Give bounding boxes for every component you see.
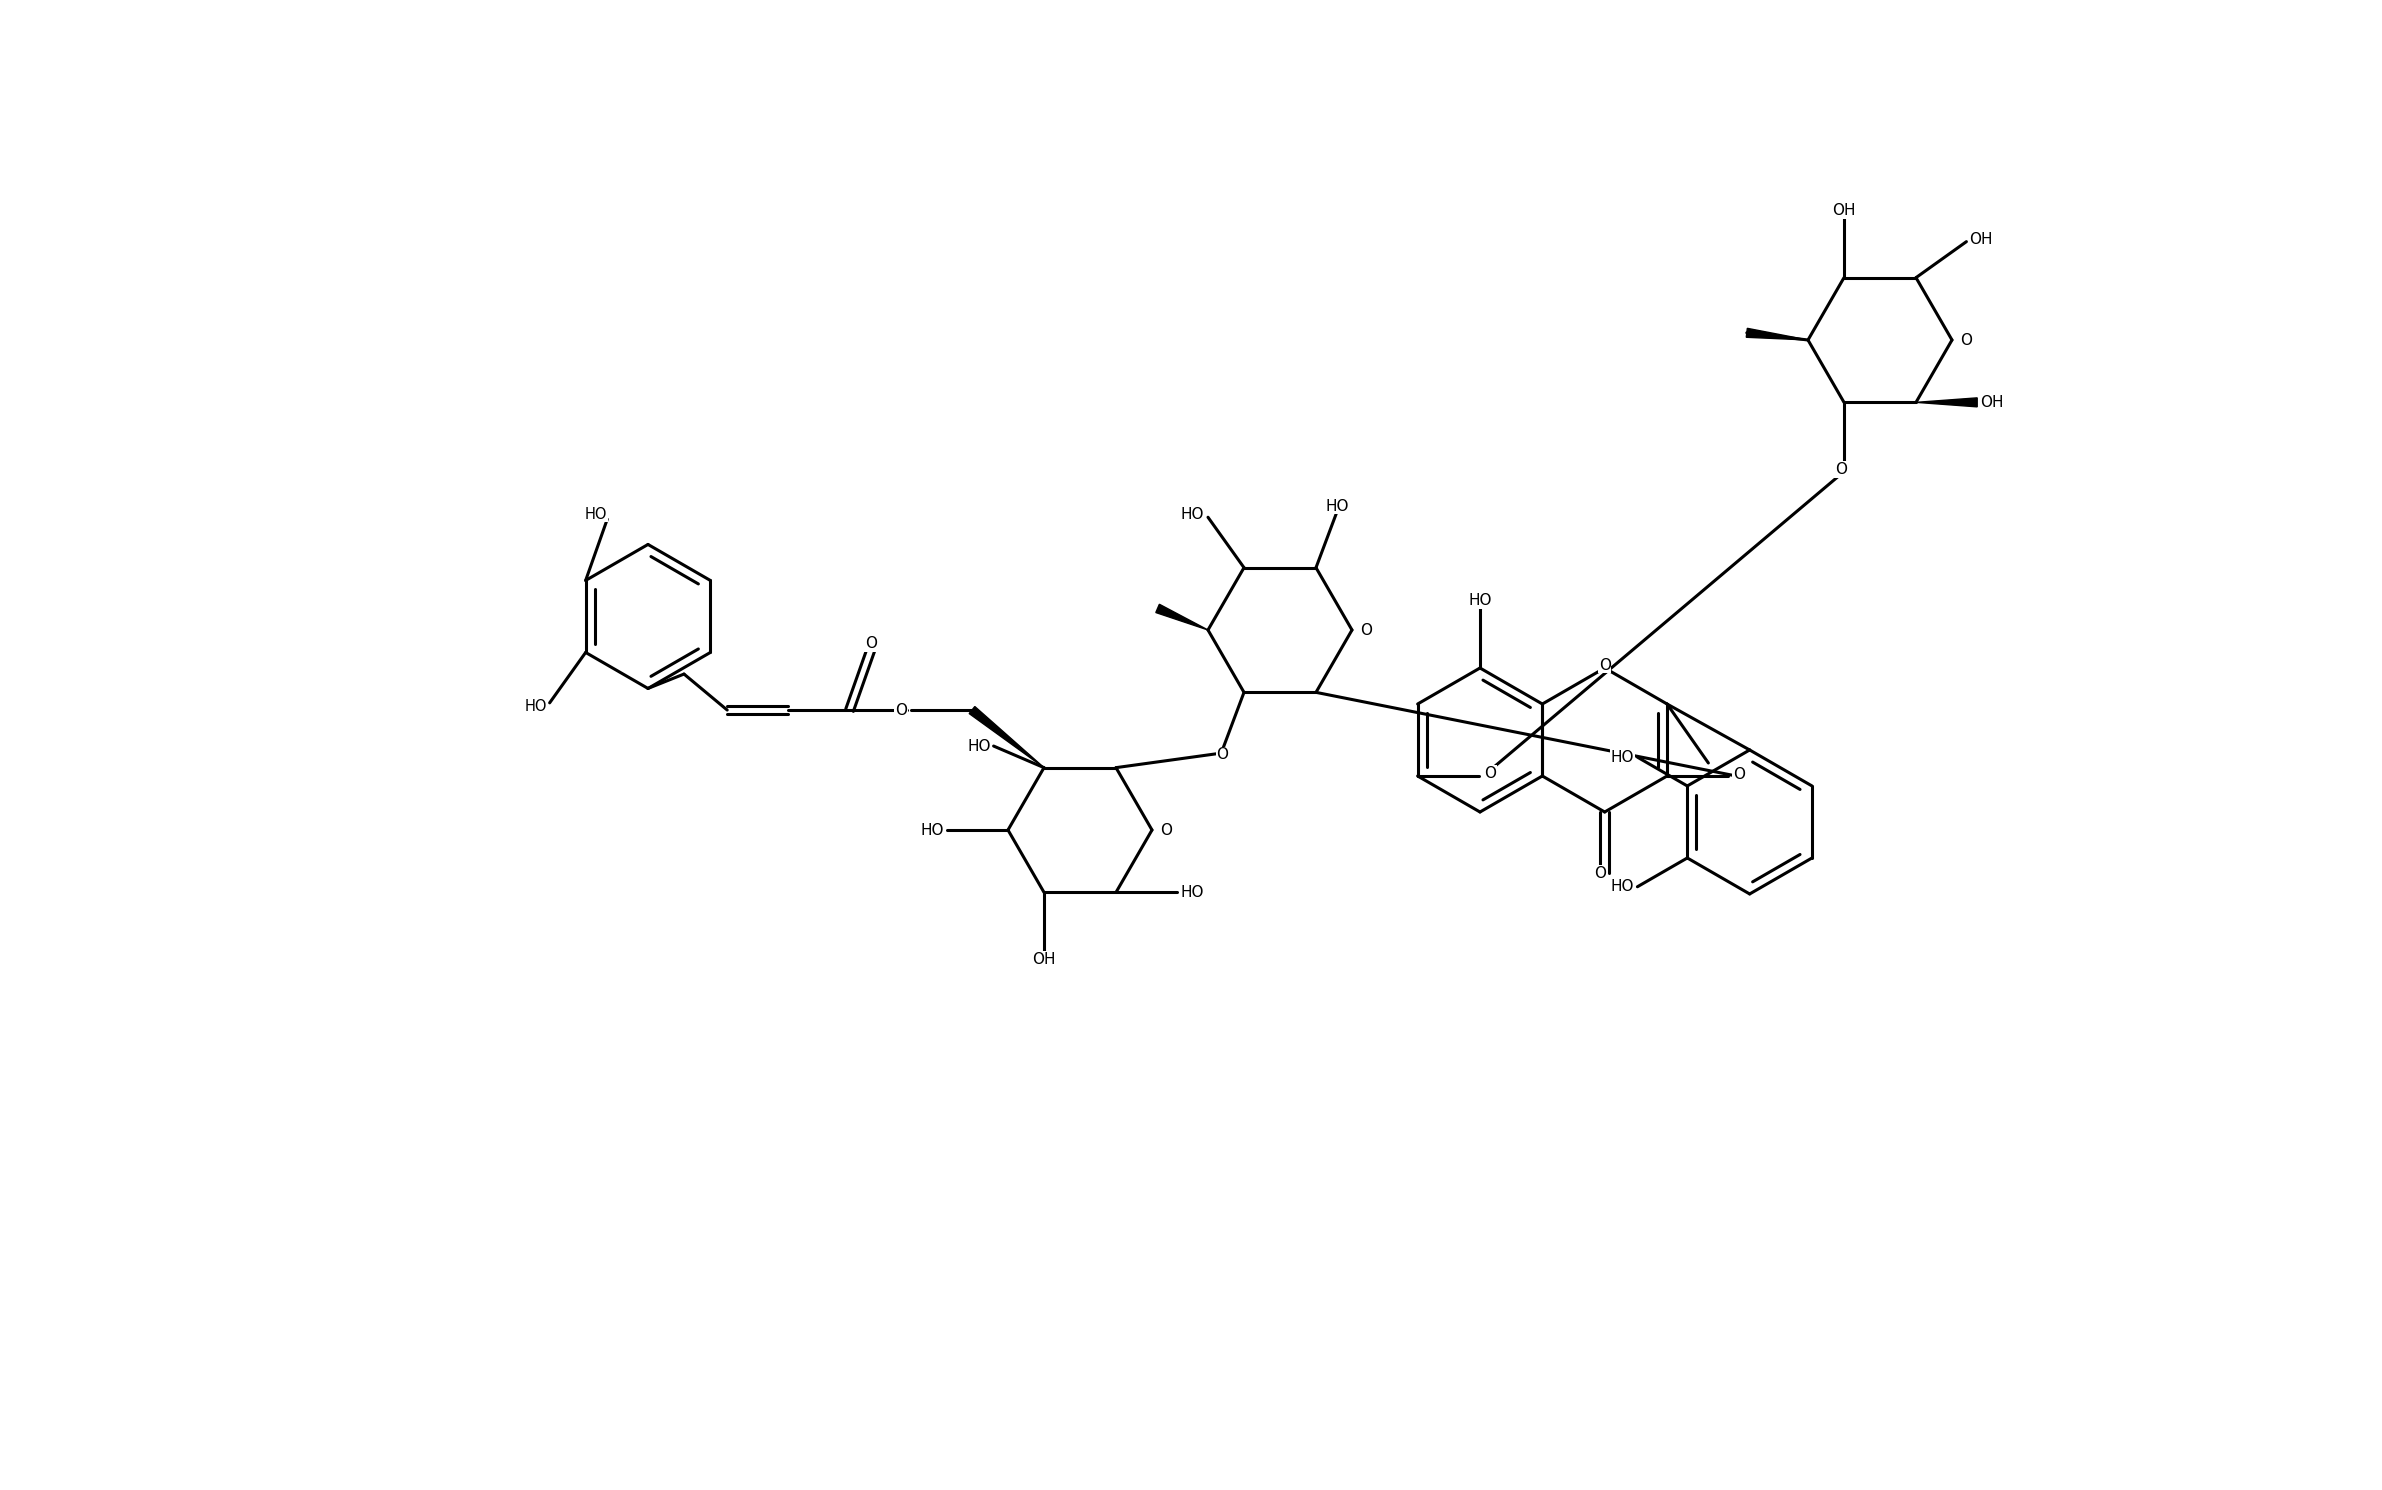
- Polygon shape: [1155, 605, 1208, 630]
- Text: HO: HO: [584, 507, 607, 522]
- Text: HO: HO: [1610, 879, 1634, 894]
- Text: O: O: [1734, 766, 1746, 781]
- Text: O: O: [1484, 766, 1496, 781]
- Text: O: O: [1217, 748, 1229, 763]
- Text: O: O: [1594, 866, 1605, 881]
- Text: OH: OH: [1970, 232, 1994, 247]
- Text: O: O: [1160, 822, 1172, 837]
- Text: O: O: [865, 636, 877, 651]
- Text: O: O: [896, 703, 908, 718]
- Polygon shape: [1746, 328, 1808, 340]
- Text: OH: OH: [1031, 952, 1055, 967]
- Text: HO: HO: [919, 822, 943, 837]
- Text: HO: HO: [1179, 885, 1203, 900]
- Text: HO: HO: [1467, 593, 1491, 608]
- Text: HO: HO: [967, 739, 991, 754]
- Text: HO: HO: [1181, 507, 1203, 522]
- Text: HO: HO: [1610, 749, 1634, 764]
- Polygon shape: [969, 706, 1043, 767]
- Text: OH: OH: [1979, 395, 2003, 410]
- Text: O: O: [1834, 462, 1846, 477]
- Text: HO: HO: [1327, 499, 1348, 514]
- Text: O: O: [1360, 623, 1372, 638]
- Text: OH: OH: [1832, 203, 1856, 218]
- Text: O: O: [1960, 332, 1972, 347]
- Text: HO: HO: [524, 699, 545, 714]
- Polygon shape: [1915, 398, 1977, 407]
- Text: O: O: [1598, 657, 1610, 672]
